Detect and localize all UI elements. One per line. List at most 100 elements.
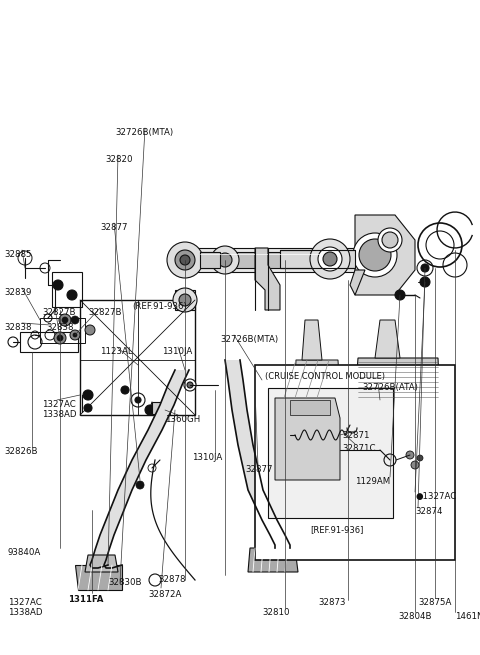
- Text: 32830B: 32830B: [108, 578, 142, 587]
- Text: 1461N: 1461N: [455, 612, 480, 621]
- Circle shape: [382, 232, 398, 248]
- Text: 32810: 32810: [262, 608, 289, 617]
- Circle shape: [73, 333, 77, 337]
- Polygon shape: [90, 370, 189, 568]
- Circle shape: [310, 239, 350, 279]
- Text: 1310JA: 1310JA: [162, 347, 192, 356]
- Circle shape: [353, 233, 397, 277]
- Text: 1360GH: 1360GH: [165, 415, 200, 424]
- Polygon shape: [275, 398, 340, 480]
- Circle shape: [84, 404, 92, 412]
- Circle shape: [179, 294, 191, 306]
- Circle shape: [83, 390, 93, 400]
- Circle shape: [121, 386, 129, 394]
- Bar: [52, 272, 82, 307]
- Text: 32871: 32871: [342, 431, 370, 440]
- Text: 32827B: 32827B: [88, 308, 121, 317]
- Text: 32839: 32839: [4, 288, 31, 297]
- Circle shape: [173, 288, 197, 312]
- Circle shape: [406, 451, 414, 459]
- Polygon shape: [355, 215, 415, 295]
- Polygon shape: [85, 555, 118, 572]
- Text: 1327AC
1338AD: 1327AC 1338AD: [42, 400, 76, 419]
- Text: 32885: 32885: [4, 250, 32, 259]
- Polygon shape: [248, 548, 298, 572]
- Text: 32726B(MTA): 32726B(MTA): [115, 128, 173, 137]
- Circle shape: [59, 314, 71, 326]
- Circle shape: [420, 277, 430, 287]
- Polygon shape: [294, 360, 340, 398]
- Text: (CRUISE CONTROL MODULE): (CRUISE CONTROL MODULE): [265, 372, 385, 381]
- Circle shape: [417, 455, 423, 461]
- Circle shape: [8, 337, 18, 347]
- Polygon shape: [350, 270, 365, 295]
- Text: 32877: 32877: [245, 465, 273, 474]
- Circle shape: [54, 332, 66, 344]
- Circle shape: [323, 252, 337, 266]
- Circle shape: [318, 247, 342, 271]
- Circle shape: [145, 405, 155, 415]
- Text: 32878: 32878: [158, 575, 185, 584]
- Circle shape: [53, 280, 63, 290]
- Bar: [40, 318, 85, 343]
- Circle shape: [218, 253, 232, 267]
- Text: 1311FA: 1311FA: [68, 595, 103, 604]
- Polygon shape: [290, 400, 330, 415]
- Text: 32726B(MTA): 32726B(MTA): [220, 335, 278, 344]
- Circle shape: [395, 290, 405, 300]
- Text: 32838: 32838: [4, 323, 32, 332]
- Text: 32838: 32838: [46, 323, 73, 332]
- Circle shape: [378, 228, 402, 252]
- Text: 32726B(ATA): 32726B(ATA): [362, 383, 418, 392]
- Text: 32872A: 32872A: [148, 590, 181, 599]
- Circle shape: [167, 242, 203, 278]
- Circle shape: [85, 325, 95, 335]
- Circle shape: [411, 461, 419, 469]
- Text: 32871C: 32871C: [342, 444, 375, 453]
- Circle shape: [184, 379, 196, 391]
- Text: 32826B: 32826B: [4, 447, 37, 456]
- Circle shape: [180, 255, 190, 265]
- Text: 1123AL: 1123AL: [100, 347, 132, 356]
- Circle shape: [187, 382, 193, 388]
- Text: 32877: 32877: [100, 223, 128, 232]
- Polygon shape: [280, 250, 355, 268]
- Circle shape: [211, 246, 239, 274]
- Polygon shape: [225, 360, 290, 548]
- Polygon shape: [195, 248, 385, 272]
- Text: ●1327AC: ●1327AC: [415, 492, 456, 501]
- Text: 32820: 32820: [105, 155, 132, 164]
- Text: 93840A: 93840A: [8, 548, 41, 557]
- Text: 1310JA: 1310JA: [192, 453, 222, 462]
- Polygon shape: [355, 358, 440, 400]
- Circle shape: [67, 290, 77, 300]
- Text: 32804B: 32804B: [398, 612, 432, 621]
- Text: 32875A: 32875A: [418, 598, 451, 607]
- Bar: [255, 365, 455, 560]
- Polygon shape: [175, 290, 195, 310]
- Circle shape: [71, 316, 79, 324]
- Polygon shape: [75, 565, 122, 590]
- Text: (REF.91-936): (REF.91-936): [132, 302, 187, 311]
- Circle shape: [421, 264, 429, 272]
- Polygon shape: [200, 252, 320, 268]
- Text: 32873: 32873: [318, 598, 346, 607]
- Circle shape: [62, 317, 68, 323]
- Circle shape: [175, 250, 195, 270]
- Bar: [268, 388, 393, 518]
- Polygon shape: [375, 320, 400, 358]
- Text: 1129AM: 1129AM: [355, 477, 390, 486]
- Bar: [200, 252, 220, 268]
- Bar: [152, 402, 170, 414]
- Circle shape: [136, 481, 144, 489]
- Text: [REF.91-936]: [REF.91-936]: [310, 525, 363, 534]
- Polygon shape: [255, 248, 280, 310]
- Text: 32827B: 32827B: [42, 308, 75, 317]
- Circle shape: [70, 330, 80, 340]
- Circle shape: [57, 335, 63, 341]
- Circle shape: [359, 239, 391, 271]
- Text: 1327AC
1338AD: 1327AC 1338AD: [8, 598, 43, 618]
- Polygon shape: [302, 320, 322, 360]
- Text: 32874: 32874: [415, 507, 443, 516]
- Circle shape: [135, 397, 141, 403]
